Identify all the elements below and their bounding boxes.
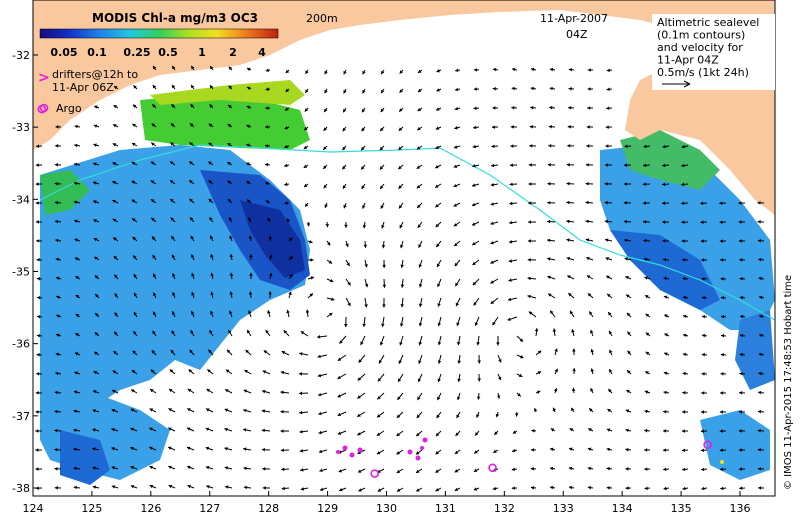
lon-tick-label: 133 (553, 502, 574, 515)
lon-tick-label: 131 (435, 502, 456, 515)
scale-arrow-icon (662, 80, 691, 88)
lat-tick-label: -37 (12, 410, 30, 423)
lat-tick-label: -34 (12, 193, 30, 206)
map-time: 04Z (566, 28, 588, 41)
lon-tick-label: 127 (199, 502, 220, 515)
colorbar: MODIS Chl-a mg/m3 OC3 0.05 0.1 0.25 0.5 1 2 4 (39, 11, 279, 59)
lon-tick-label: 135 (671, 502, 692, 515)
lon-tick-label: 125 (81, 502, 102, 515)
longitude-ticks: 124 125 126 127 128 129 130 131 132 133 134 135 136 (23, 491, 751, 515)
drifter-legend-symbol: > (38, 70, 50, 86)
colorbar-label: 0.5 (158, 46, 178, 59)
altimetry-legend-line: 0.5m/s (1kt 24h) (657, 66, 749, 79)
colorbar-title: MODIS Chl-a mg/m3 OC3 (92, 11, 258, 25)
colorbar-label: 0.05 (50, 46, 77, 59)
argo-float-marker (703, 440, 712, 450)
lon-tick-label: 130 (376, 502, 397, 515)
lat-tick-label: -38 (12, 482, 30, 495)
lon-tick-label: 129 (317, 502, 338, 515)
land-mass (33, 0, 775, 215)
colorbar-gradient (39, 28, 279, 39)
colorbar-label: 0.25 (123, 46, 150, 59)
contour-200m-line (39, 144, 776, 321)
velocity-arrows (35, 65, 765, 492)
map-frame (32, 0, 776, 497)
lon-tick-label: 136 (730, 502, 751, 515)
credit-text: © IMOS 11-Apr-2015 17:48:53 Hobart time (783, 275, 794, 490)
altimetry-legend-box (652, 14, 775, 90)
altimetry-legend-line: and velocity for (657, 41, 743, 54)
chlorophyll-layer (40, 80, 775, 485)
contour-200m-label: 200m (306, 12, 338, 25)
map-date: 11-Apr-2007 (540, 12, 608, 25)
colorbar-label: 1 (198, 46, 206, 59)
drifter-legend-line2: 11-Apr 06Z (52, 81, 114, 94)
lat-tick-label: -32 (12, 49, 30, 62)
lon-tick-label: 124 (23, 502, 44, 515)
argo-legend-label: Argo (56, 102, 82, 115)
lat-tick-label: -36 (12, 338, 30, 351)
argo-float-marker (488, 463, 497, 473)
colorbar-label: 4 (258, 46, 266, 59)
lon-tick-label: 132 (494, 502, 515, 515)
argo-legend-icon (39, 103, 49, 113)
drifter-legend-line1: drifters@12h to (52, 68, 138, 81)
lat-tick-label: -35 (12, 266, 30, 279)
latitude-ticks: -32 -33 -34 -35 -36 -37 -38 (12, 49, 38, 495)
argo-float-marker (370, 469, 380, 478)
lat-tick-label: -33 (12, 121, 30, 134)
colorbar-label: 2 (229, 46, 237, 59)
altimetry-legend-text: Altimetric sealevel(0.1m contours)and ve… (657, 16, 759, 79)
lon-tick-label: 128 (258, 502, 279, 515)
colorbar-label: 0.1 (87, 46, 107, 59)
lon-tick-label: 134 (612, 502, 633, 515)
altimetry-legend-line: Altimetric sealevel (657, 16, 759, 29)
altimetry-legend-line: 11-Apr 04Z (657, 54, 719, 67)
lon-tick-label: 126 (140, 502, 161, 515)
drifter-tracks (336, 437, 724, 464)
altimetry-legend-line: (0.1m contours) (657, 29, 745, 42)
